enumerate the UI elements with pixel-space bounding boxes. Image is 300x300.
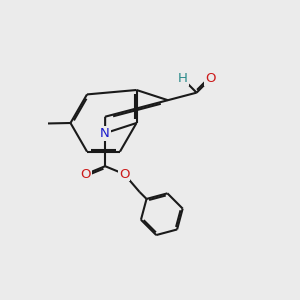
Text: O: O [81,168,91,181]
Text: O: O [119,168,130,181]
Text: O: O [205,73,215,85]
Text: H: H [178,73,188,85]
Text: N: N [100,127,110,140]
